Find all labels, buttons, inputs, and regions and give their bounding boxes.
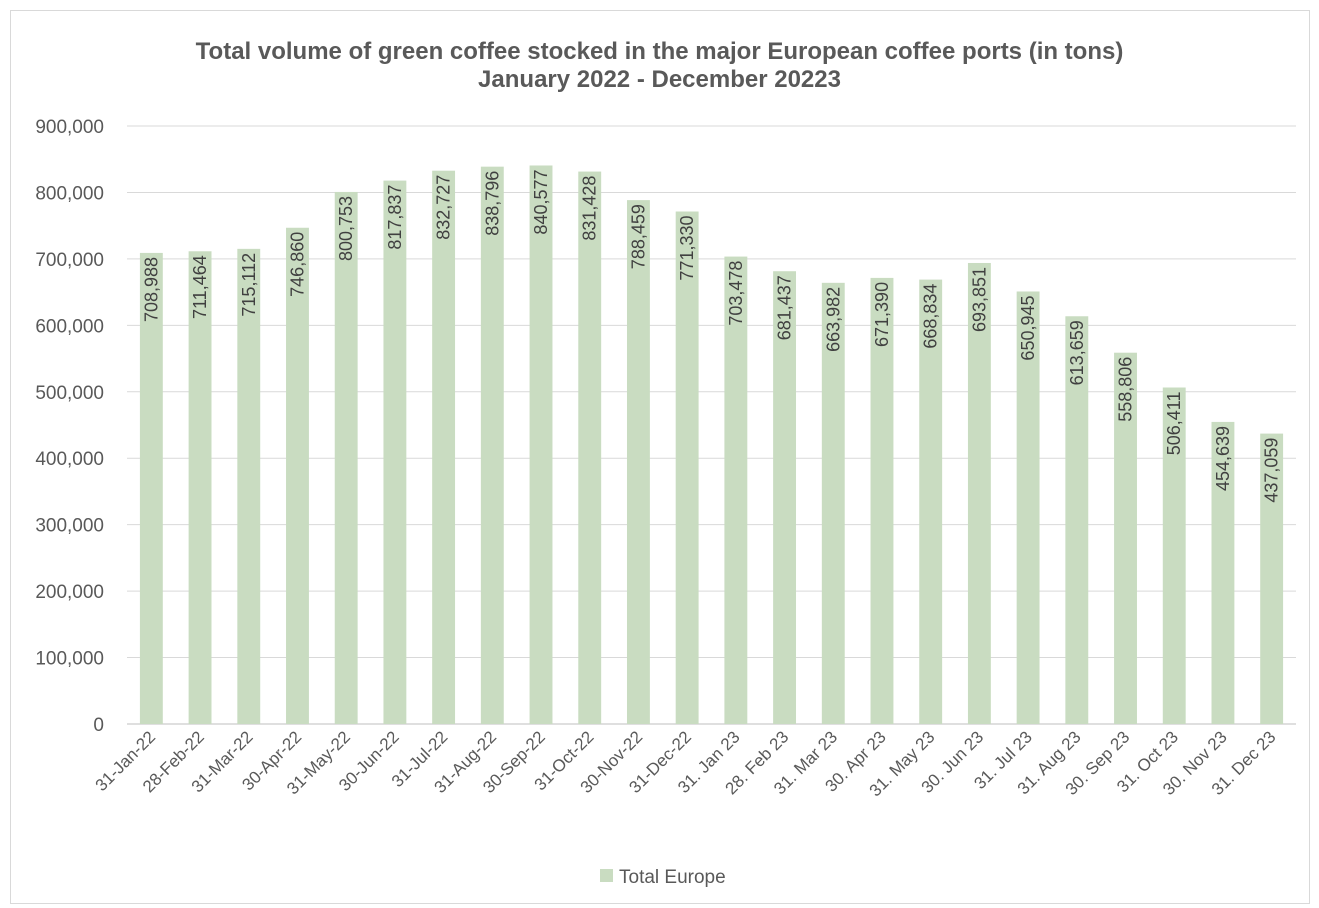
data-label: 831,428 — [580, 176, 600, 241]
y-tick-label: 500,000 — [35, 383, 104, 404]
y-tick-label: 900,000 — [35, 117, 104, 138]
bar — [286, 227, 309, 724]
bar — [480, 166, 504, 725]
bar — [188, 251, 212, 724]
data-label: 711,464 — [190, 255, 210, 319]
chart-subtitle: January 2022 - December 20223 — [478, 66, 841, 93]
bar — [432, 170, 456, 725]
legend-swatch — [600, 869, 613, 882]
chart-title: Total volume of green coffee stocked in … — [195, 38, 1124, 65]
data-label: 506,411 — [1164, 392, 1184, 456]
y-tick-label: 400,000 — [35, 449, 104, 470]
y-tick-label: 600,000 — [35, 316, 104, 337]
y-tick-label: 700,000 — [35, 250, 104, 271]
data-labels: 708,988 711,464 715,112 746,860 800,753 817,8… — [141, 169, 1281, 502]
data-label: 715,112 — [239, 253, 259, 317]
data-label: 613,659 — [1067, 320, 1087, 385]
bar — [529, 165, 553, 724]
data-label: 693,851 — [969, 267, 989, 332]
bar — [334, 191, 358, 725]
bar — [139, 252, 163, 724]
bar — [724, 256, 748, 724]
bar — [626, 200, 650, 724]
bar — [1162, 387, 1186, 724]
chart-frame — [10, 10, 1310, 904]
data-label: 708,988 — [141, 257, 161, 322]
data-label: 437,059 — [1262, 438, 1282, 503]
y-tick-label: 0 — [93, 715, 104, 736]
data-label: 668,834 — [921, 284, 941, 349]
chart-title-block: Total volume of green coffee stocked in … — [0, 38, 1319, 94]
bar — [578, 171, 602, 725]
bar — [237, 248, 261, 724]
bar — [919, 279, 943, 724]
data-label: 703,478 — [726, 261, 746, 326]
bar — [675, 211, 699, 724]
y-tick-label: 200,000 — [35, 582, 104, 603]
data-label: 832,727 — [434, 175, 454, 240]
y-axis: 0 100,000 200,000 300,000 400,000 500,000 600,… — [35, 117, 104, 736]
y-tick-label: 100,000 — [35, 649, 104, 670]
data-label: 663,982 — [823, 287, 843, 352]
bar — [967, 262, 991, 724]
y-tick-label: 300,000 — [35, 516, 104, 537]
bar — [383, 180, 407, 724]
data-label: 788,459 — [628, 204, 648, 269]
data-label: 746,860 — [287, 232, 307, 297]
data-label: 558,806 — [1116, 357, 1136, 422]
data-label: 671,390 — [872, 282, 892, 347]
bar — [1114, 352, 1137, 724]
data-label: 800,753 — [336, 196, 356, 261]
data-label: 681,437 — [775, 275, 795, 340]
bar — [1260, 433, 1284, 724]
data-label: 817,837 — [385, 185, 405, 250]
bar — [870, 277, 894, 724]
data-label: 840,577 — [531, 169, 551, 234]
bars — [139, 165, 1284, 725]
bar — [821, 282, 845, 724]
y-tick-label: 800,000 — [35, 183, 104, 204]
data-label: 454,639 — [1213, 426, 1233, 491]
bar — [1211, 421, 1235, 724]
legend: Total Europe — [600, 867, 726, 888]
data-label: 771,330 — [677, 215, 697, 280]
data-label: 838,796 — [482, 171, 502, 236]
x-axis: 31-Jan-2228-Feb-2231-Mar-2230-Apr-2231-M… — [92, 727, 1280, 800]
bar — [1065, 316, 1089, 724]
bar — [773, 271, 797, 724]
data-label: 650,945 — [1018, 295, 1038, 360]
legend-label: Total Europe — [619, 867, 726, 888]
gridlines — [127, 125, 1296, 725]
bar — [1016, 291, 1040, 724]
